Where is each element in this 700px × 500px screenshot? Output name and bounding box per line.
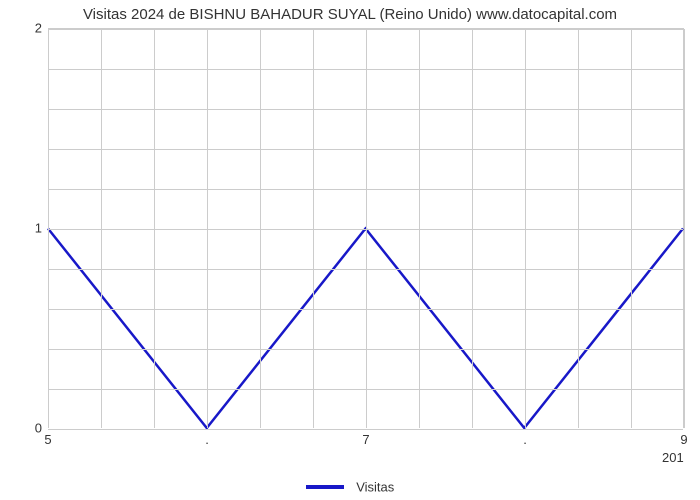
gridline-horizontal <box>48 29 683 30</box>
y-tick-label: 1 <box>12 221 42 236</box>
x-minor-tick: . <box>205 432 209 447</box>
x-label-bottom-right: 201 <box>662 450 684 465</box>
y-tick-label: 2 <box>12 21 42 36</box>
x-tick-label: 7 <box>362 432 369 447</box>
gridline-horizontal <box>48 269 683 270</box>
x-tick-label: 9 <box>680 432 687 447</box>
x-tick-label: 5 <box>44 432 51 447</box>
gridline-horizontal <box>48 69 683 70</box>
gridline-horizontal <box>48 189 683 190</box>
y-tick-label: 0 <box>12 421 42 436</box>
gridline-horizontal <box>48 109 683 110</box>
chart-title: Visitas 2024 de BISHNU BAHADUR SUYAL (Re… <box>0 6 700 23</box>
gridline-horizontal <box>48 309 683 310</box>
plot-area <box>48 28 684 428</box>
gridline-horizontal <box>48 229 683 230</box>
gridline-horizontal <box>48 429 683 430</box>
legend: Visitas <box>0 478 700 496</box>
legend-swatch <box>306 485 344 489</box>
gridline-horizontal <box>48 389 683 390</box>
gridline-horizontal <box>48 349 683 350</box>
x-minor-tick: . <box>523 432 527 447</box>
legend-label: Visitas <box>356 479 394 494</box>
gridline-vertical <box>684 29 685 428</box>
gridline-horizontal <box>48 149 683 150</box>
